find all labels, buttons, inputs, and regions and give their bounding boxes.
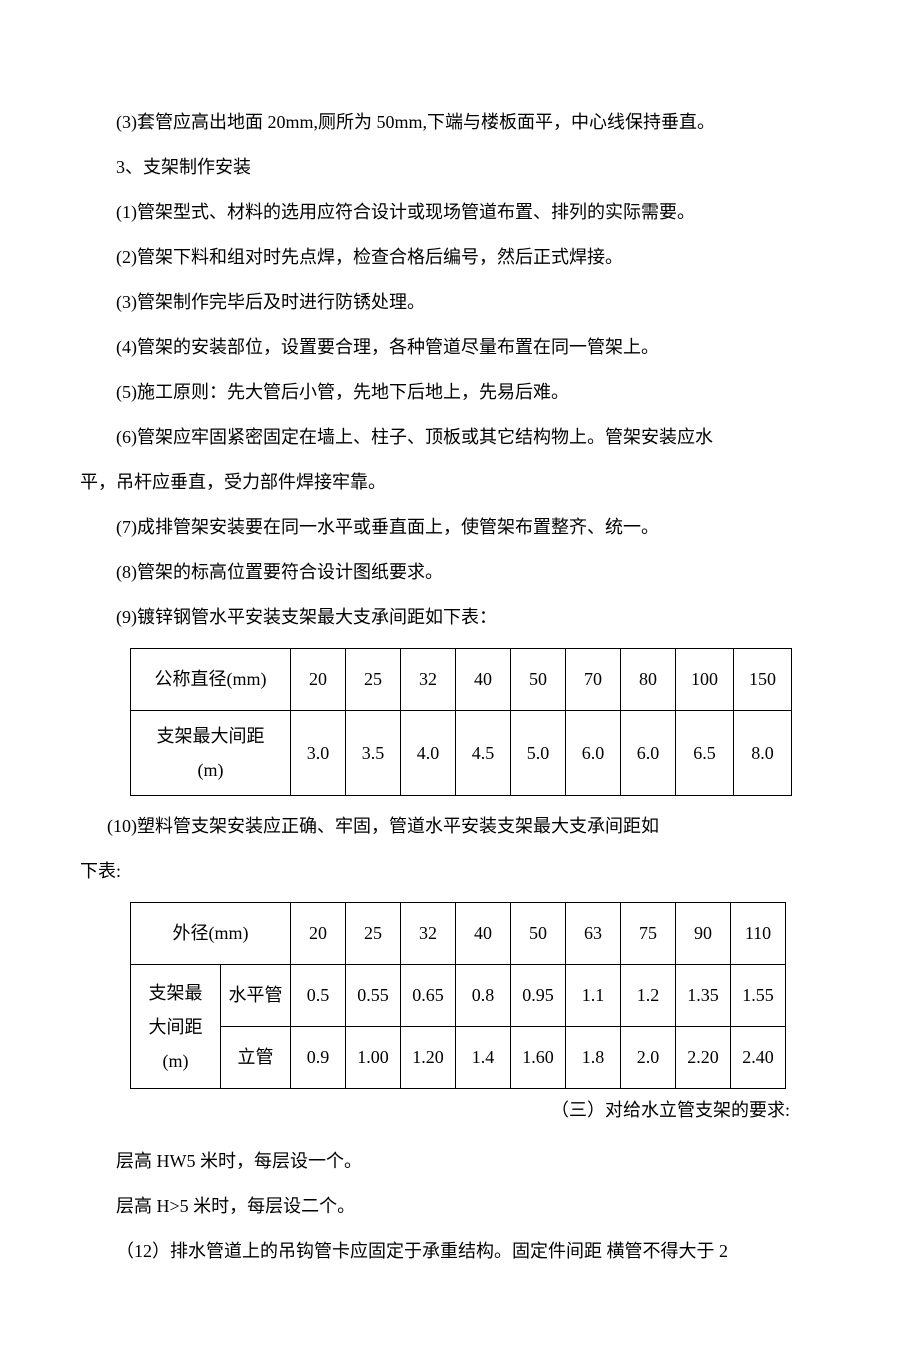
steel-pipe-spacing-table: 公称直径(mm) 20 25 32 40 50 70 80 100 150 支架… [130, 648, 792, 796]
table-cell: 2.40 [731, 1027, 786, 1089]
paragraph-item-6: (6)管架应牢固紧密固定在墙上、柱子、顶板或其它结构物上。管架安装应水 [80, 415, 840, 460]
header-diameter-label: 公称直径(mm) [131, 649, 291, 711]
paragraph-item-5: (5)施工原则：先大管后小管，先地下后地上，先易后难。 [80, 370, 840, 415]
table-cell: 1.35 [676, 965, 731, 1027]
table-cell: 110 [731, 903, 786, 965]
table-cell: 25 [346, 903, 401, 965]
table-cell: 25 [346, 649, 401, 711]
table-cell: 6.5 [676, 711, 734, 796]
paragraph-item-8: (8)管架的标高位置要符合设计图纸要求。 [80, 550, 840, 595]
table-row: 外径(mm) 20 25 32 40 50 63 75 90 110 [131, 903, 786, 965]
table-cell: 4.0 [401, 711, 456, 796]
paragraph-item-1: (1)管架型式、材料的选用应符合设计或现场管道布置、排列的实际需要。 [80, 190, 840, 235]
row-spacing-label: 支架最大间距(m) [131, 965, 221, 1089]
table-cell: 80 [621, 649, 676, 711]
row-horizontal-label: 水平管 [221, 965, 291, 1027]
heading-support-install: 3、支架制作安装 [80, 145, 840, 190]
table-cell: 100 [676, 649, 734, 711]
paragraph-item-2: (2)管架下料和组对时先点焊，检查合格后编号，然后正式焊接。 [80, 235, 840, 280]
table-row: 支架最大间距(m) 3.0 3.5 4.0 4.5 5.0 6.0 6.0 6.… [131, 711, 792, 796]
row-vertical-label: 立管 [221, 1027, 291, 1089]
table-cell: 32 [401, 903, 456, 965]
table-cell: 3.5 [346, 711, 401, 796]
table-cell: 0.65 [401, 965, 456, 1027]
table-cell: 1.1 [566, 965, 621, 1027]
table-cell: 3.0 [291, 711, 346, 796]
paragraph-3-3: (3)套管应高出地面 20mm,厕所为 50mm,下端与楼板面平，中心线保持垂直… [80, 100, 840, 145]
table-cell: 1.00 [346, 1027, 401, 1089]
paragraph-item-7: (7)成排管架安装要在同一水平或垂直面上，使管架布置整齐、统一。 [80, 505, 840, 550]
table-cell: 20 [291, 903, 346, 965]
paragraph-item-10-cont: 下表: [80, 849, 840, 894]
table-cell: 150 [734, 649, 792, 711]
table-cell: 40 [456, 649, 511, 711]
table-cell: 40 [456, 903, 511, 965]
paragraph-item-9: (9)镀锌钢管水平安装支架最大支承间距如下表： [80, 595, 840, 640]
paragraph-item-4: (4)管架的安装部位，设置要合理，各种管道尽量布置在同一管架上。 [80, 325, 840, 370]
table-cell: 6.0 [621, 711, 676, 796]
table-cell: 1.20 [401, 1027, 456, 1089]
table-cell: 2.20 [676, 1027, 731, 1089]
paragraph-item-6-cont: 平，吊杆应垂直，受力部件焊接牢靠。 [80, 460, 840, 505]
table-cell: 0.8 [456, 965, 511, 1027]
table-cell: 20 [291, 649, 346, 711]
table-row: 立管 0.9 1.00 1.20 1.4 1.60 1.8 2.0 2.20 2… [131, 1027, 786, 1089]
table-cell: 8.0 [734, 711, 792, 796]
table-cell: 0.55 [346, 965, 401, 1027]
table-cell: 50 [511, 649, 566, 711]
table-cell: 75 [621, 903, 676, 965]
paragraph-item-12: （12）排水管道上的吊钩管卡应固定于承重结构。固定件间距 横管不得大于 2 [80, 1229, 840, 1274]
table-row: 支架最大间距(m) 水平管 0.5 0.55 0.65 0.8 0.95 1.1… [131, 965, 786, 1027]
table-cell: 2.0 [621, 1027, 676, 1089]
row-spacing-label: 支架最大间距(m) [131, 711, 291, 796]
table-cell: 63 [566, 903, 621, 965]
table-cell: 1.2 [621, 965, 676, 1027]
requirement-note: （三）对给水立管支架的要求: [80, 1097, 840, 1124]
paragraph-item-3: (3)管架制作完毕后及时进行防锈处理。 [80, 280, 840, 325]
table-cell: 70 [566, 649, 621, 711]
table-cell: 1.60 [511, 1027, 566, 1089]
table-cell: 5.0 [511, 711, 566, 796]
table-cell: 50 [511, 903, 566, 965]
table-cell: 1.55 [731, 965, 786, 1027]
plastic-pipe-spacing-table: 外径(mm) 20 25 32 40 50 63 75 90 110 支架最大间… [130, 902, 786, 1089]
table-cell: 1.4 [456, 1027, 511, 1089]
paragraph-floor-h-gt-5: 层高 H>5 米时，每层设二个。 [80, 1184, 840, 1229]
table-cell: 0.95 [511, 965, 566, 1027]
paragraph-floor-h-le-5: 层高 HW5 米时，每层设一个。 [80, 1139, 840, 1184]
table-cell: 6.0 [566, 711, 621, 796]
header-outer-diameter-label: 外径(mm) [131, 903, 291, 965]
paragraph-item-10: (10)塑料管支架安装应正确、牢固，管道水平安装支架最大支承间距如 [80, 804, 840, 849]
table-cell: 0.9 [291, 1027, 346, 1089]
table-cell: 32 [401, 649, 456, 711]
table-cell: 90 [676, 903, 731, 965]
table-cell: 4.5 [456, 711, 511, 796]
table-cell: 0.5 [291, 965, 346, 1027]
table-cell: 1.8 [566, 1027, 621, 1089]
table-row: 公称直径(mm) 20 25 32 40 50 70 80 100 150 [131, 649, 792, 711]
